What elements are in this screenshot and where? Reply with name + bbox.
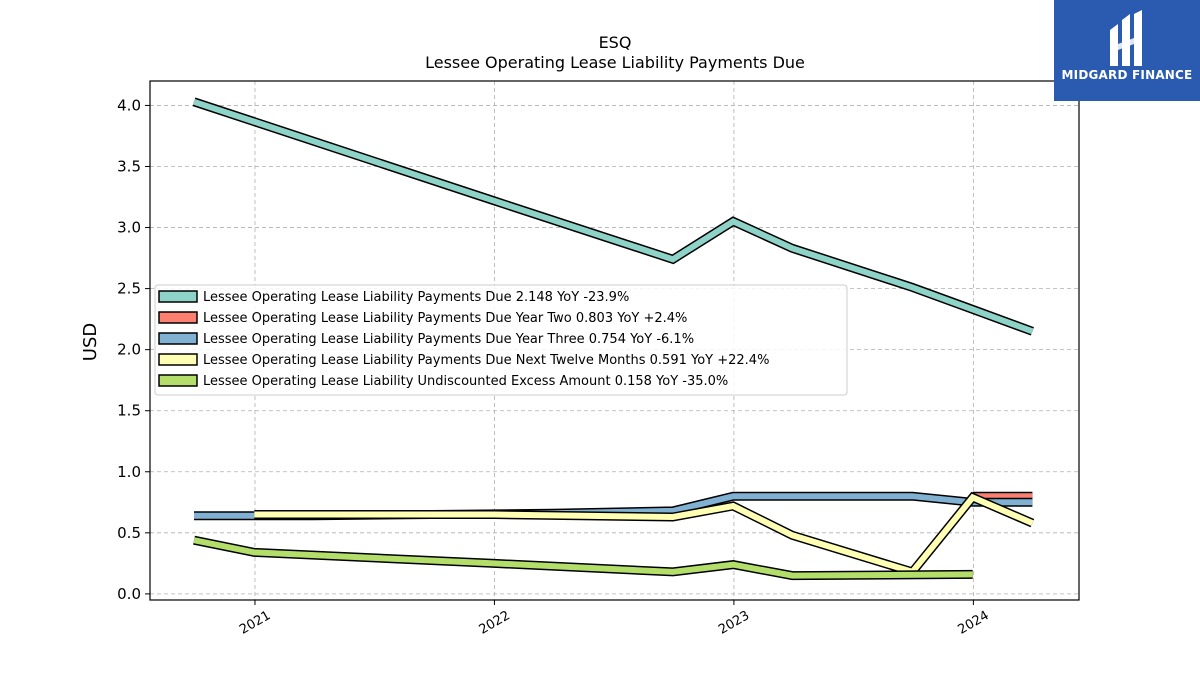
brand-name: MIDGARD FINANCE	[1061, 68, 1193, 82]
series-line-fill	[193, 537, 973, 579]
x-tick-label: 2021	[237, 608, 273, 638]
y-tick-label: 3.5	[117, 157, 141, 175]
series-line	[192, 97, 1034, 336]
legend-entry: Lessee Operating Lease Liability Payment…	[203, 311, 687, 326]
brand-logo: MIDGARD FINANCE	[1054, 0, 1200, 101]
legend-swatch	[158, 311, 198, 324]
x-tick-label: 2022	[477, 608, 513, 638]
legend-entry: Lessee Operating Lease Liability Payment…	[203, 332, 694, 347]
series-line	[254, 491, 1035, 578]
legend-entry: Lessee Operating Lease Liability Payment…	[203, 290, 629, 305]
series-lines	[192, 97, 1035, 581]
legend-swatch	[158, 290, 198, 303]
y-tick-label: 2.5	[117, 280, 141, 298]
series-line-fill	[193, 98, 1034, 335]
x-axis-ticks: 2021 2022 2023 2024	[237, 600, 992, 638]
legend-swatch	[158, 332, 198, 345]
y-tick-label: 0.0	[117, 585, 141, 603]
series-line-fill	[254, 493, 1034, 576]
y-tick-label: 2.0	[117, 341, 141, 359]
midgard-logo-icon	[1110, 10, 1142, 66]
chart-legend: Lessee Operating Lease Liability Payment…	[154, 284, 848, 396]
chart-subtitle: Lessee Operating Lease Liability Payment…	[425, 53, 805, 72]
legend-box	[154, 284, 848, 396]
y-tick-label: 0.5	[117, 524, 141, 542]
y-tick-label: 1.5	[117, 402, 141, 420]
legend-entry: Lessee Operating Lease Liability Undisco…	[203, 374, 728, 389]
chart-title: ESQ	[599, 33, 632, 52]
y-tick-label: 3.0	[117, 219, 141, 237]
legend-entry: Lessee Operating Lease Liability Payment…	[203, 353, 769, 368]
legend-swatch	[158, 353, 198, 366]
y-axis-ticks: 0.0 0.5 1.0 1.5 2.0 2.5 3.0 3.5 4.0	[117, 96, 150, 603]
plot-frame	[149, 80, 1080, 601]
series-line	[193, 535, 973, 581]
y-tick-label: 1.0	[117, 463, 141, 481]
x-tick-label: 2024	[956, 608, 992, 638]
y-axis-label: USD	[80, 323, 101, 361]
y-tick-label: 4.0	[117, 96, 141, 114]
x-tick-label: 2023	[716, 608, 752, 638]
legend-swatch	[158, 374, 198, 387]
